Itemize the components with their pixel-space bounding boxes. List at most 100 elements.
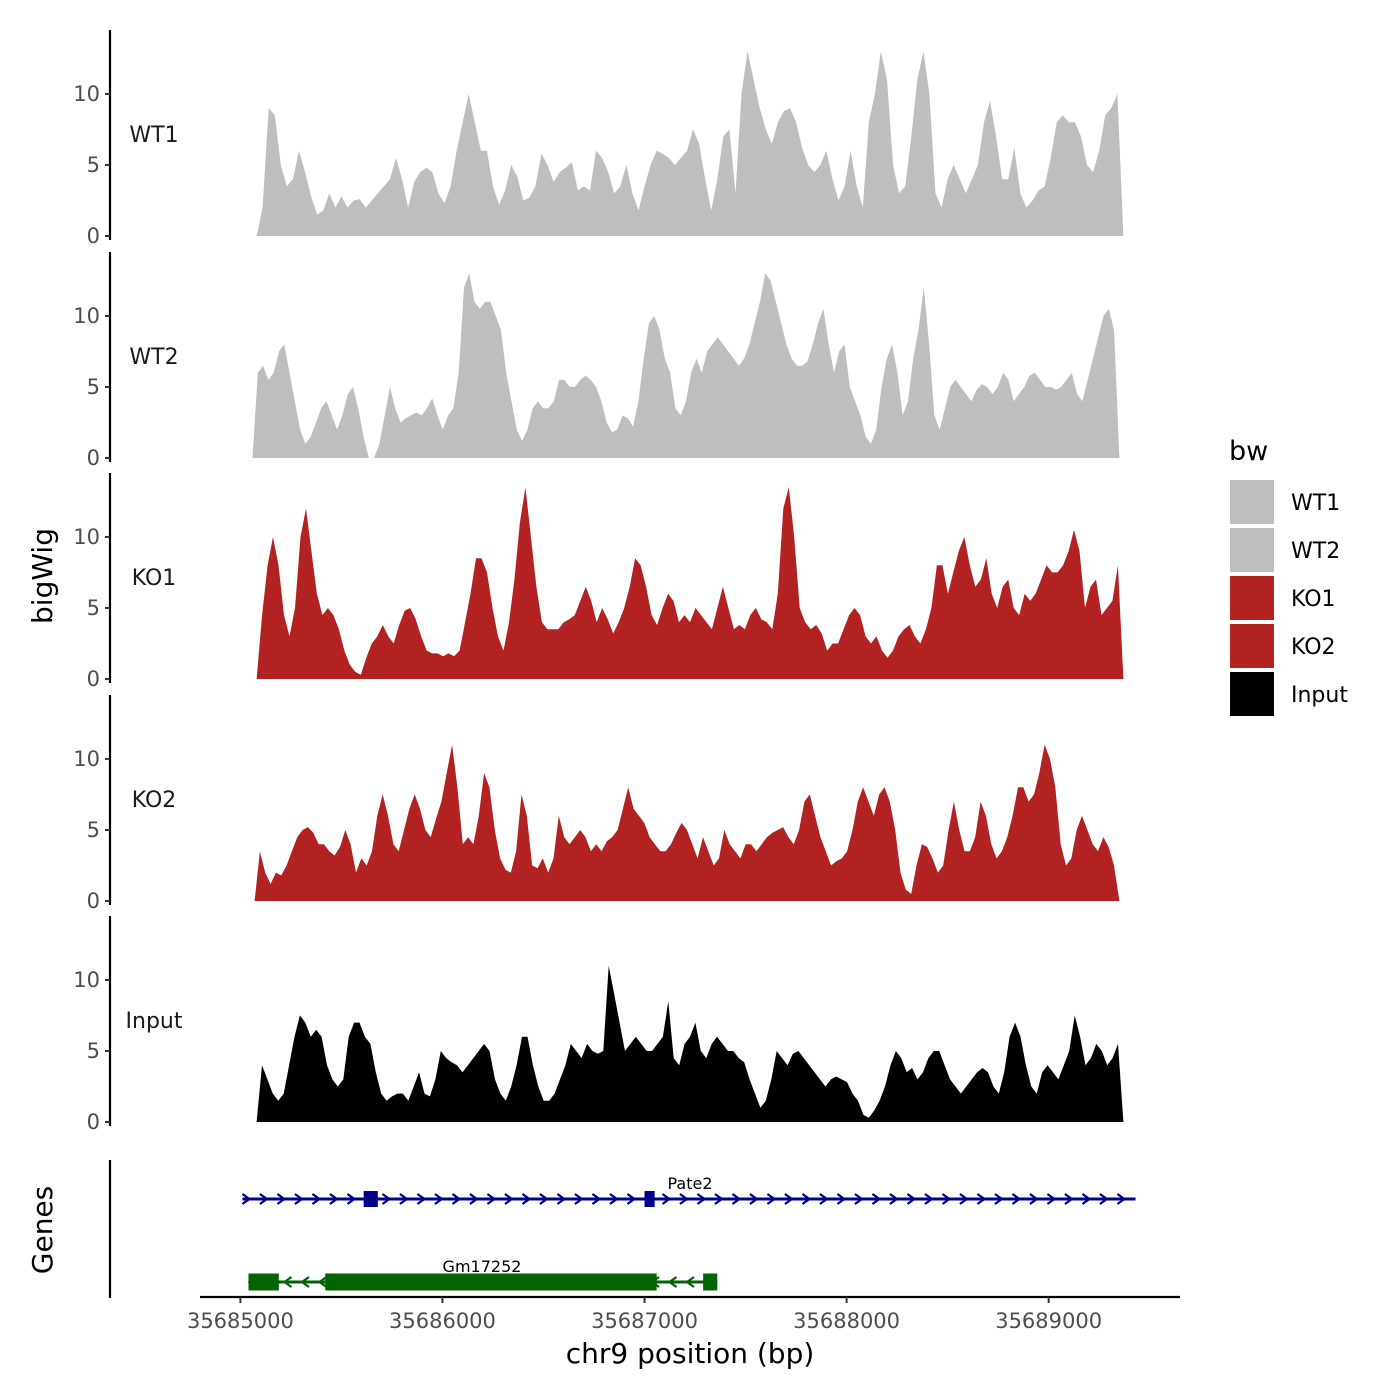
y-tick-label: 5 [87, 375, 100, 399]
y-axis-title: bigWig [26, 528, 59, 624]
strand-arrow [679, 1193, 689, 1205]
strand-arrow [959, 1193, 969, 1205]
strand-arrow [282, 1276, 293, 1288]
coverage-area-ko1 [256, 487, 1124, 679]
strand-arrow [294, 1193, 304, 1205]
track-label: WT2 [129, 345, 178, 370]
track-label: Input [126, 1009, 183, 1034]
strand-arrow [521, 1193, 532, 1205]
strand-arrow [696, 1193, 707, 1205]
track-label: KO1 [132, 566, 177, 591]
gene-label: Gm17252 [443, 1257, 522, 1276]
strand-arrow [259, 1193, 269, 1205]
genes-axis-title: Genes [26, 1186, 59, 1274]
track-label: WT1 [129, 123, 178, 148]
strand-arrow [714, 1193, 724, 1205]
y-tick-label: 0 [87, 889, 100, 913]
strand-arrow [661, 1193, 672, 1205]
strand-arrow [854, 1193, 864, 1205]
strand-arrow [276, 1193, 287, 1205]
strand-arrow [1046, 1193, 1057, 1205]
coverage-area-input [256, 965, 1124, 1122]
strand-arrow [836, 1193, 847, 1205]
legend-label: WT2 [1291, 539, 1340, 564]
legend-key [1230, 672, 1274, 716]
track-panel-wt1: 0 5 10 WT1 [73, 30, 1124, 248]
x-axis: 35685000 35686000 35687000 35688000 35689000 [187, 1295, 1180, 1333]
y-tick-label: 5 [87, 153, 100, 177]
y-tick-label: 10 [73, 82, 100, 106]
exon-block [644, 1191, 655, 1207]
strand-arrow [766, 1193, 777, 1205]
legend-label: Input [1291, 683, 1348, 708]
x-tick-label: 35686000 [389, 1309, 496, 1333]
y-tick-label: 10 [73, 525, 100, 549]
x-tick-label: 35685000 [187, 1309, 294, 1333]
strand-arrow [1011, 1193, 1022, 1205]
y-tick-label: 0 [87, 667, 100, 691]
y-tick-label: 5 [87, 596, 100, 620]
legend-item-wt1: WT1 [1230, 480, 1340, 524]
coverage-area-wt1 [256, 51, 1124, 236]
exon-block [325, 1273, 657, 1291]
strand-arrow [381, 1193, 392, 1205]
strand-arrow [311, 1193, 322, 1205]
exon-block [248, 1273, 279, 1291]
strand-arrow [486, 1193, 497, 1205]
strand-arrow [941, 1193, 952, 1205]
track-panel-wt2: 0 5 10 WT2 [73, 252, 1120, 470]
coverage-area-ko2 [254, 744, 1120, 901]
y-tick-label: 0 [87, 446, 100, 470]
legend-label: KO1 [1291, 587, 1336, 612]
y-tick-label: 10 [73, 968, 100, 992]
strand-arrow [241, 1193, 252, 1205]
strand-arrow [329, 1193, 339, 1205]
legend-key [1230, 576, 1274, 620]
gene-label: Pate2 [667, 1174, 712, 1193]
strand-arrow [1029, 1193, 1039, 1205]
strand-arrow [784, 1193, 794, 1205]
track-panel-ko1: 0 5 10 KO1 [73, 473, 1124, 691]
y-tick-label: 10 [73, 304, 100, 328]
legend-item-input: Input [1230, 672, 1348, 716]
track-label: KO2 [132, 788, 177, 813]
legend-key [1230, 480, 1274, 524]
strand-arrow [819, 1193, 829, 1205]
strand-arrow [871, 1193, 882, 1205]
x-tick-label: 35688000 [793, 1309, 900, 1333]
strand-arrow [434, 1193, 444, 1205]
strand-arrow [906, 1193, 917, 1205]
strand-arrow [889, 1193, 899, 1205]
strand-arrow [591, 1193, 602, 1205]
strand-arrow [1099, 1193, 1109, 1205]
exon-block [363, 1191, 378, 1207]
legend-label: KO2 [1291, 635, 1336, 660]
y-tick-label: 5 [87, 1039, 100, 1063]
gene-model-pate2: Pate2 [241, 1174, 1136, 1207]
track-panel-input: 0 5 10 Input [73, 916, 1124, 1134]
strand-arrow [1081, 1193, 1092, 1205]
gene-model-gm17252: Gm17252 [247, 1257, 718, 1291]
strand-arrow [539, 1193, 549, 1205]
strand-arrow [924, 1193, 934, 1205]
strand-arrow [685, 1276, 695, 1288]
strand-arrow [609, 1193, 619, 1205]
y-tick-label: 0 [87, 1110, 100, 1134]
strand-arrow [399, 1193, 409, 1205]
strand-arrow [451, 1193, 462, 1205]
strand-arrow [1064, 1193, 1074, 1205]
exon-block [703, 1273, 718, 1291]
strand-arrow [317, 1276, 328, 1288]
strand-arrow [346, 1193, 357, 1205]
legend: bw WT1 WT2 KO1 KO2 Input [1229, 436, 1348, 716]
strand-arrow [667, 1276, 678, 1288]
strand-arrow [626, 1193, 637, 1205]
track-panels: 0 5 10 WT1 0 5 10 WT2 0 5 10 KO1 0 5 10 KO2 0 5 10 Input [73, 30, 1124, 1134]
strand-arrow [469, 1193, 479, 1205]
strand-arrow [574, 1193, 584, 1205]
strand-arrow [416, 1193, 427, 1205]
x-tick-label: 35689000 [995, 1309, 1102, 1333]
legend-key [1230, 624, 1274, 668]
y-tick-label: 10 [73, 747, 100, 771]
